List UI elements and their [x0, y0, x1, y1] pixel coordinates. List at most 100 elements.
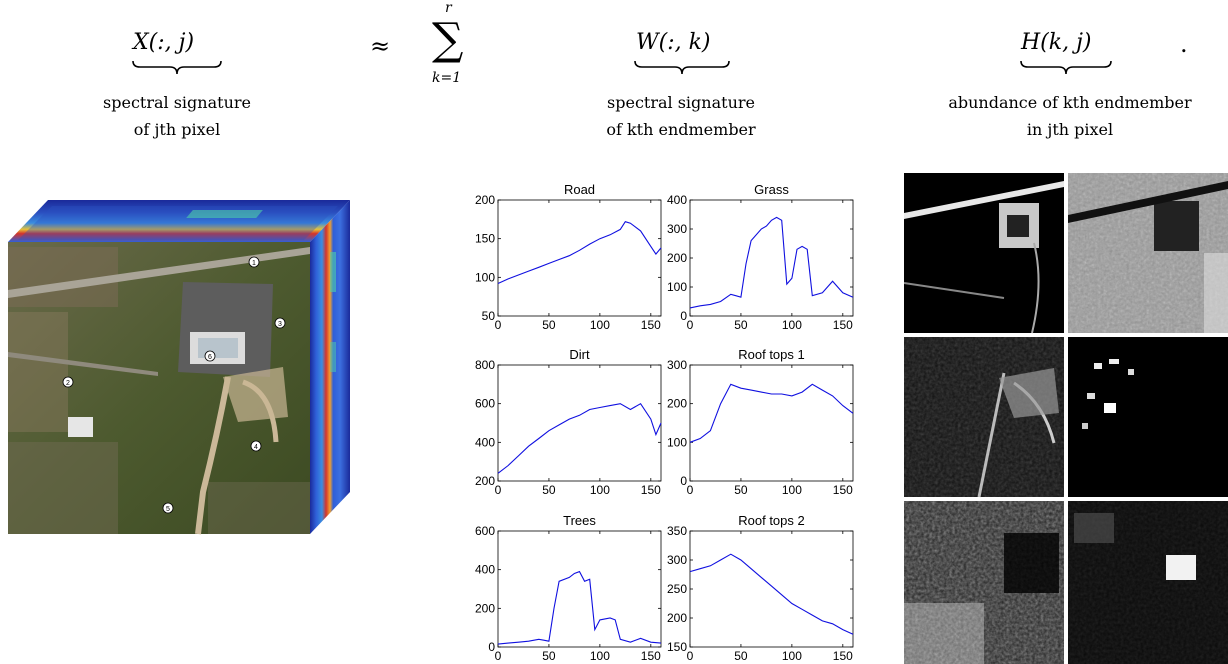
sum-symbol: ∑	[432, 14, 464, 65]
y-tick-label: 300	[667, 553, 687, 567]
y-tick-label: 0	[680, 474, 687, 488]
cube-marker-4: 4	[250, 440, 262, 452]
y-tick-label: 200	[475, 474, 495, 488]
svg-text:6: 6	[208, 354, 212, 361]
w-caption-line2: of kth endmember	[606, 120, 756, 139]
h-caption-line1: abundance of kth endmember	[948, 93, 1192, 112]
svg-text:5: 5	[166, 506, 170, 513]
y-tick-label: 0	[680, 309, 687, 323]
x-tick-label: 150	[833, 483, 853, 497]
cube-marker-1: 1	[248, 256, 260, 268]
abundance-map-roof-tops-2	[1068, 501, 1228, 664]
abundance-map-dirt	[904, 337, 1064, 498]
chart-roof-tops-1: Roof tops 1 0 50 100 150 0 100 200 300	[667, 347, 854, 497]
w-underbrace	[634, 60, 730, 75]
abundance-map-grass	[1068, 173, 1228, 333]
y-tick-label: 250	[667, 582, 687, 596]
h-caption-line2: in jth pixel	[1026, 120, 1114, 139]
y-tick-label: 800	[475, 358, 495, 372]
lhs-caption: spectral signature of jth pixel	[62, 89, 292, 143]
series-line	[497, 221, 662, 285]
abundance-maps	[904, 173, 1228, 664]
y-tick-label: 200	[475, 193, 495, 207]
sum-upper-limit: r	[445, 0, 452, 16]
y-tick-label: 0	[488, 640, 495, 654]
hyperspectral-cube: 1 2 3 4 5 6	[8, 200, 350, 535]
chart-title: Roof tops 1	[738, 347, 805, 362]
x-tick-label: 150	[641, 318, 661, 332]
y-tick-label: 150	[475, 232, 495, 246]
h-caption: abundance of kth endmember in jth pixel	[920, 89, 1220, 143]
chart-trees: Trees 0 50 100 150 0 200 400 600	[475, 513, 662, 663]
x-tick-label: 50	[542, 483, 556, 497]
lhs-caption-line1: spectral signature	[103, 93, 251, 112]
y-tick-label: 200	[667, 251, 687, 265]
w-caption-line1: spectral signature	[607, 93, 755, 112]
chart-grass: Grass 0 50 100 150 0 100 200 300 400	[667, 182, 854, 332]
x-tick-label: 50	[734, 649, 748, 663]
y-tick-label: 350	[667, 524, 687, 538]
abundance-map-road	[904, 173, 1064, 334]
x-tick-label: 0	[687, 649, 694, 663]
chart-title: Road	[564, 182, 595, 197]
chart-title: Roof tops 2	[738, 513, 805, 528]
h-term: H(k, j)	[1021, 30, 1092, 55]
svg-text:2: 2	[66, 380, 70, 387]
y-tick-label: 200	[475, 601, 495, 615]
x-tick-label: 50	[542, 318, 556, 332]
x-tick-label: 0	[687, 483, 694, 497]
svg-text:4: 4	[254, 444, 258, 451]
chart-frame	[497, 530, 662, 648]
chart-title: Grass	[754, 182, 789, 197]
cube-marker-3: 3	[274, 317, 286, 329]
series-line	[497, 570, 662, 645]
x-tick-label: 0	[687, 318, 694, 332]
h-underbrace	[1020, 60, 1112, 75]
x-tick-label: 150	[641, 649, 661, 663]
y-tick-label: 150	[667, 640, 687, 654]
x-tick-label: 0	[495, 649, 502, 663]
series-line	[689, 216, 854, 309]
x-tick-label: 100	[782, 483, 802, 497]
y-tick-label: 400	[475, 563, 495, 577]
w-term: W(:, k)	[636, 30, 711, 55]
svg-text:1: 1	[252, 260, 256, 267]
x-tick-label: 50	[734, 483, 748, 497]
cube-top-face	[8, 200, 350, 242]
abundance-map-trees	[904, 501, 1064, 664]
series-line	[689, 553, 854, 635]
series-line	[497, 402, 662, 474]
y-tick-label: 100	[475, 270, 495, 284]
chart-frame	[689, 364, 854, 482]
y-tick-label: 300	[667, 222, 687, 236]
x-tick-label: 100	[782, 649, 802, 663]
lhs-underbrace	[132, 60, 222, 75]
x-tick-label: 0	[495, 483, 502, 497]
x-tick-label: 50	[542, 649, 556, 663]
x-tick-label: 100	[590, 483, 610, 497]
x-tick-label: 150	[641, 483, 661, 497]
series-line	[689, 383, 854, 443]
chart-frame	[497, 199, 662, 317]
x-tick-label: 0	[495, 318, 502, 332]
abundance-map-roof-tops-1	[1068, 337, 1228, 497]
cube-marker-6: 6	[204, 350, 216, 362]
y-tick-label: 400	[667, 193, 687, 207]
lhs-caption-line2: of jth pixel	[133, 120, 221, 139]
y-tick-label: 50	[482, 309, 496, 323]
chart-title: Dirt	[569, 347, 590, 362]
chart-dirt: Dirt 0 50 100 150 200 400 600 800	[475, 347, 662, 497]
x-tick-label: 100	[590, 318, 610, 332]
y-tick-label: 600	[475, 524, 495, 538]
x-tick-label: 100	[590, 649, 610, 663]
lhs-term: X(:, j)	[133, 30, 195, 55]
chart-title: Trees	[563, 513, 596, 528]
x-tick-label: 100	[782, 318, 802, 332]
y-tick-label: 200	[667, 397, 687, 411]
chart-roof-tops-2: Roof tops 2 0 50 100 150 150 200 250 300 350	[667, 513, 854, 663]
x-tick-label: 150	[833, 649, 853, 663]
y-tick-label: 200	[667, 611, 687, 625]
sum-lower-limit: k=1	[432, 70, 462, 86]
